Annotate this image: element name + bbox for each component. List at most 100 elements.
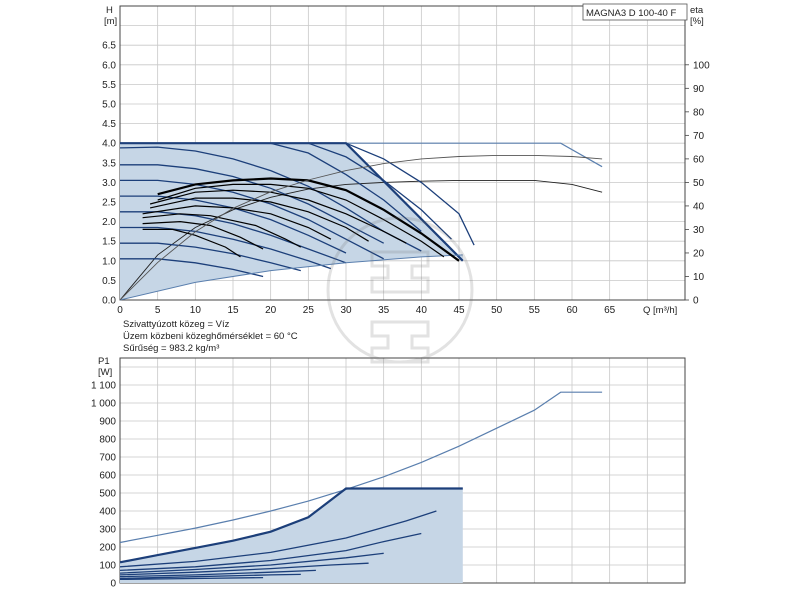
head-mid-curve-3: [270, 142, 422, 232]
eta-y-tick: 70: [693, 131, 705, 142]
head-y-tick: 1.0: [102, 256, 116, 267]
head-speed-curve-8: [120, 258, 264, 278]
head-constant-curve-5: [142, 205, 332, 240]
power-y-tick: 100: [99, 561, 116, 572]
head-constant-curve-6: [142, 213, 302, 248]
power-speed-curve-1: [119, 510, 437, 568]
head-x-tick: 25: [303, 305, 315, 316]
head-y-tick: 3.5: [102, 158, 116, 169]
watermark-logo: [326, 216, 474, 364]
power-y-tick: 200: [99, 543, 116, 554]
title-box: MAGNA3 D 100-40 F: [582, 3, 688, 21]
eta-y-tick: 30: [693, 225, 705, 236]
head-x-tick: 20: [265, 305, 277, 316]
head-y-tick: 6.5: [102, 41, 116, 52]
head-max-curve: [120, 142, 464, 262]
head-y-tick: 4.5: [102, 119, 116, 130]
power-y-tick: 900: [99, 417, 116, 428]
eta-y-tick: 40: [693, 201, 705, 212]
head-x-tick: 5: [155, 305, 161, 316]
eta-y-tick: 20: [693, 248, 705, 259]
power-y-tick: 1 100: [91, 381, 116, 392]
head-speed-curve-1: [119, 146, 422, 252]
head-y-tick: 0.0: [102, 296, 116, 307]
power-y-tick: 700: [99, 453, 116, 464]
eta-y-tick: 60: [693, 154, 705, 165]
power-y-tick: 500: [99, 489, 116, 500]
info-block: Szivattyúzott közeg = Víz Üzem közbeni k…: [123, 319, 298, 354]
head-y-tick: 2.0: [102, 217, 116, 228]
head-min-curve: [119, 254, 463, 301]
head-y-tick: 5.5: [102, 80, 116, 91]
info-line-1: Szivattyúzott közeg = Víz: [123, 319, 230, 330]
eta-y-label-unit: [%]: [690, 16, 704, 27]
power-y-tick: 400: [99, 507, 116, 518]
head-x-tick: 60: [566, 305, 578, 316]
head-x-label: Q [m³/h]: [643, 305, 677, 316]
info-line-2: Üzem közbeni közeghőmérséklet = 60 °C: [123, 331, 298, 342]
head-x-tick: 40: [416, 305, 428, 316]
head-y-tick: 1.5: [102, 237, 116, 248]
power-y-tick: 800: [99, 435, 116, 446]
power-speed-curve-3: [119, 552, 384, 574]
head-x-tick: 65: [604, 305, 616, 316]
eta-y-tick: 10: [693, 272, 705, 283]
power-speed-curve-4: [119, 562, 369, 576]
power-speed-curve-7: [119, 576, 264, 581]
info-line-3: Sűrűség = 983.2 kg/m³: [123, 343, 219, 354]
power-speed-curve-2: [119, 532, 422, 572]
power-speed-curve-5: [119, 569, 316, 578]
power-y-tick: 0: [110, 579, 116, 590]
eta-y-label: eta [%]: [690, 5, 704, 27]
power-y-tick: 300: [99, 525, 116, 536]
eta-y-tick: 100: [693, 60, 710, 71]
head-y-label: H [m]: [104, 5, 117, 27]
power-operating-area: [120, 488, 463, 583]
head-y-tick: 4.0: [102, 139, 116, 150]
head-speed-curve-3: [120, 179, 384, 260]
head-x-tick: 15: [227, 305, 239, 316]
head-y-tick: 2.5: [102, 198, 116, 209]
power-y-tick: 600: [99, 471, 116, 482]
power-y-label-unit: [W]: [98, 367, 112, 378]
power-y-label-top: P1: [98, 356, 110, 367]
power-max-curve: [119, 487, 463, 564]
head-constant-curve-8: [142, 228, 241, 258]
head-chart: 0 5 10 15 20 25 30 35 40 45 50 55 60 65 0.0 0.5 1.0 1.5 2.…: [102, 5, 710, 316]
head-x-tick: 30: [340, 305, 352, 316]
power-speed-curve-6: [119, 573, 301, 580]
head-y-tick: 6.0: [102, 60, 116, 71]
head-x-tick: 0: [117, 305, 123, 316]
head-speed-curve-7: [120, 242, 301, 272]
head-x-tick: 10: [190, 305, 202, 316]
head-constant-curve-3: [149, 189, 407, 244]
title-text: MAGNA3 D 100-40 F: [586, 8, 676, 19]
head-y-label-unit: [m]: [104, 16, 117, 27]
head-x-tick: 45: [453, 305, 465, 316]
power-y-label: P1 [W]: [98, 356, 112, 378]
eta-y-label-top: eta: [690, 5, 704, 16]
head-speed-curve-2: [120, 164, 384, 244]
head-constant-curve-2: [157, 183, 445, 258]
eta-y-tick: 80: [693, 107, 705, 118]
power-y-tick: 1 000: [91, 399, 116, 410]
eta-y-tick: 50: [693, 178, 705, 189]
eta-y-tick: 0: [693, 296, 699, 307]
head-speed-curve-6: [120, 226, 332, 270]
power-outer-curve: [119, 391, 603, 544]
head-x-tick: 50: [491, 305, 503, 316]
head-y-tick: 3.0: [102, 178, 116, 189]
head-x-tick: 35: [378, 305, 390, 316]
head-y-tick: 0.5: [102, 276, 116, 287]
head-constant-curve-7: [142, 220, 264, 250]
head-max-outline: [346, 142, 603, 168]
eta-curve: [119, 154, 603, 301]
eta-y-tick: 90: [693, 84, 705, 95]
head-constant-curve-4: [149, 197, 369, 242]
head-y-tick: 5.0: [102, 100, 116, 111]
power-chart: 0 100 200 300 400 500 600 700 800 900 1 000 1 100: [91, 357, 686, 590]
head-mid-curve-1: [345, 142, 475, 246]
head-y-label-top: H: [106, 5, 113, 16]
head-x-tick: 55: [529, 305, 541, 316]
